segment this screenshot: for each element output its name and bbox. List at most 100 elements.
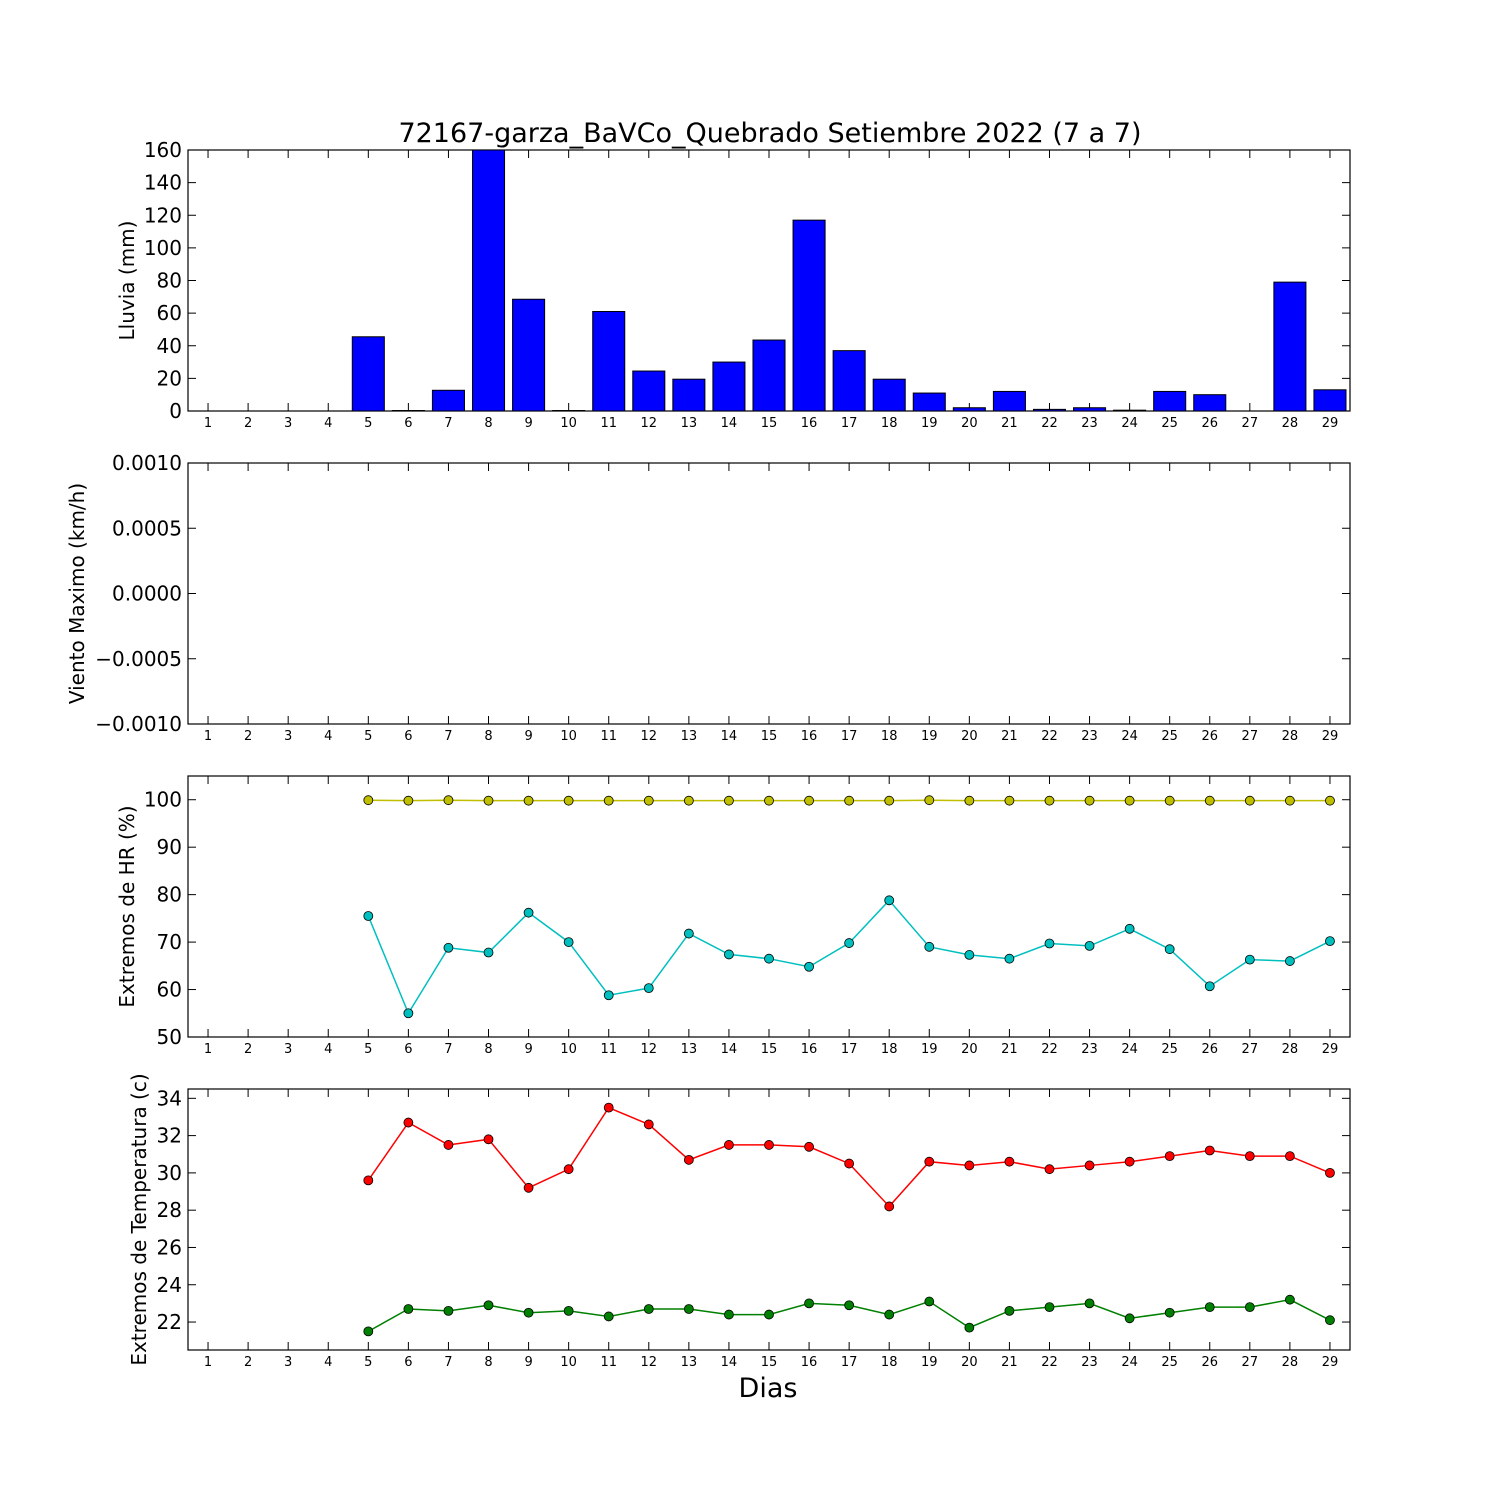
- hr-max-point: [805, 796, 814, 805]
- x-tick-label: 23: [1081, 1355, 1098, 1370]
- x-tick-label: 16: [801, 1355, 818, 1370]
- x-tick-label: 16: [801, 416, 818, 431]
- x-tick-label: 4: [324, 416, 332, 431]
- x-tick-label: 12: [641, 729, 658, 744]
- y-tick-label: 24: [157, 1273, 182, 1297]
- y-axis-label: Extremos de Temperatura (c): [127, 1073, 151, 1365]
- x-tick-label: 24: [1121, 729, 1138, 744]
- x-tick-label: 7: [444, 729, 452, 744]
- hr-min-point: [885, 896, 894, 905]
- x-tick-label: 22: [1041, 1042, 1058, 1057]
- hr-max-point: [1085, 796, 1094, 805]
- temp-min-point: [965, 1323, 974, 1332]
- y-tick-label: 100: [144, 788, 182, 812]
- hr-max-point: [925, 796, 934, 805]
- x-tick-label: 12: [641, 1042, 658, 1057]
- rain-bar-day-8: [472, 150, 504, 411]
- temp-min-point: [524, 1308, 533, 1317]
- x-tick-label: 27: [1242, 1042, 1259, 1057]
- temp-min-point: [1325, 1316, 1334, 1325]
- x-tick-label: 7: [444, 1042, 452, 1057]
- x-tick-label: 12: [641, 1355, 658, 1370]
- rain-bar-day-5: [352, 337, 384, 411]
- y-tick-label: 22: [157, 1310, 182, 1334]
- hr-min-point: [684, 929, 693, 938]
- x-tick-label: 19: [921, 1042, 938, 1057]
- y-tick-label: 80: [157, 883, 182, 907]
- hr-min-point: [604, 991, 613, 1000]
- x-tick-label: 18: [881, 729, 898, 744]
- x-tick-label: 27: [1242, 416, 1259, 431]
- y-tick-label: 0.0000: [112, 582, 182, 606]
- temp-min-point: [484, 1301, 493, 1310]
- temp-min-point: [564, 1306, 573, 1315]
- x-tick-label: 19: [921, 729, 938, 744]
- rain-bar-day-25: [1154, 391, 1186, 411]
- y-tick-label: 100: [144, 236, 182, 260]
- x-tick-label: 8: [484, 729, 492, 744]
- hr-min-point: [1205, 982, 1214, 991]
- x-tick-label: 19: [921, 416, 938, 431]
- rain-bar-day-14: [713, 362, 745, 411]
- x-tick-label: 14: [721, 1042, 738, 1057]
- y-tick-label: 40: [157, 334, 182, 358]
- x-tick-label: 25: [1161, 729, 1178, 744]
- temp-min-point: [805, 1299, 814, 1308]
- hr-min-point: [564, 938, 573, 947]
- x-tick-label: 29: [1322, 416, 1339, 431]
- hr-max-point: [1045, 796, 1054, 805]
- x-tick-label: 25: [1161, 416, 1178, 431]
- temp-min-point: [1045, 1303, 1054, 1312]
- x-tick-label: 7: [444, 416, 452, 431]
- y-tick-label: 90: [157, 835, 182, 859]
- hr-max-point: [724, 796, 733, 805]
- panel-wind-frame: [188, 463, 1350, 724]
- temp-max-point: [965, 1161, 974, 1170]
- hr-min-point: [1045, 939, 1054, 948]
- x-tick-label: 6: [404, 729, 412, 744]
- temp-max-point: [1325, 1168, 1334, 1177]
- hr-max-point: [1285, 796, 1294, 805]
- rain-bar-day-18: [873, 379, 905, 411]
- temp-max-point: [1005, 1157, 1014, 1166]
- y-tick-label: 32: [157, 1124, 182, 1148]
- x-tick-label: 10: [560, 1042, 577, 1057]
- rain-bar-day-22: [1033, 409, 1065, 411]
- x-tick-label: 9: [524, 1042, 532, 1057]
- hr-min-point: [524, 908, 533, 917]
- rain-bar-day-19: [913, 393, 945, 411]
- x-tick-label: 7: [444, 1355, 452, 1370]
- hr-min-line: [368, 900, 1330, 1013]
- x-tick-label: 14: [721, 416, 738, 431]
- x-tick-label: 16: [801, 729, 818, 744]
- hr-max-point: [1005, 796, 1014, 805]
- x-tick-label: 18: [881, 1355, 898, 1370]
- y-tick-label: 140: [144, 171, 182, 195]
- x-tick-label: 2: [244, 1042, 252, 1057]
- hr-max-point: [644, 796, 653, 805]
- x-tick-label: 14: [721, 729, 738, 744]
- x-tick-label: 18: [881, 416, 898, 431]
- x-tick-label: 22: [1041, 1355, 1058, 1370]
- x-tick-label: 28: [1282, 1042, 1299, 1057]
- hr-max-point: [604, 796, 613, 805]
- temp-min-point: [604, 1312, 613, 1321]
- x-tick-label: 17: [841, 1355, 858, 1370]
- y-tick-label: 70: [157, 930, 182, 954]
- rain-bar-day-12: [633, 371, 665, 411]
- x-tick-label: 25: [1161, 1355, 1178, 1370]
- x-tick-label: 27: [1242, 729, 1259, 744]
- temp-max-point: [1125, 1157, 1134, 1166]
- x-tick-label: 8: [484, 1355, 492, 1370]
- temp-max-point: [805, 1142, 814, 1151]
- x-tick-label: 23: [1081, 416, 1098, 431]
- x-tick-label: 22: [1041, 729, 1058, 744]
- x-tick-label: 19: [921, 1355, 938, 1370]
- temp-max-point: [404, 1118, 413, 1127]
- x-tick-label: 4: [324, 729, 332, 744]
- hr-min-point: [1005, 954, 1014, 963]
- y-tick-label: 0.0005: [112, 516, 182, 540]
- chart-title: 72167-garza_BaVCo_Quebrado Setiembre 202…: [398, 118, 1141, 149]
- hr-min-point: [724, 950, 733, 959]
- hr-max-point: [444, 796, 453, 805]
